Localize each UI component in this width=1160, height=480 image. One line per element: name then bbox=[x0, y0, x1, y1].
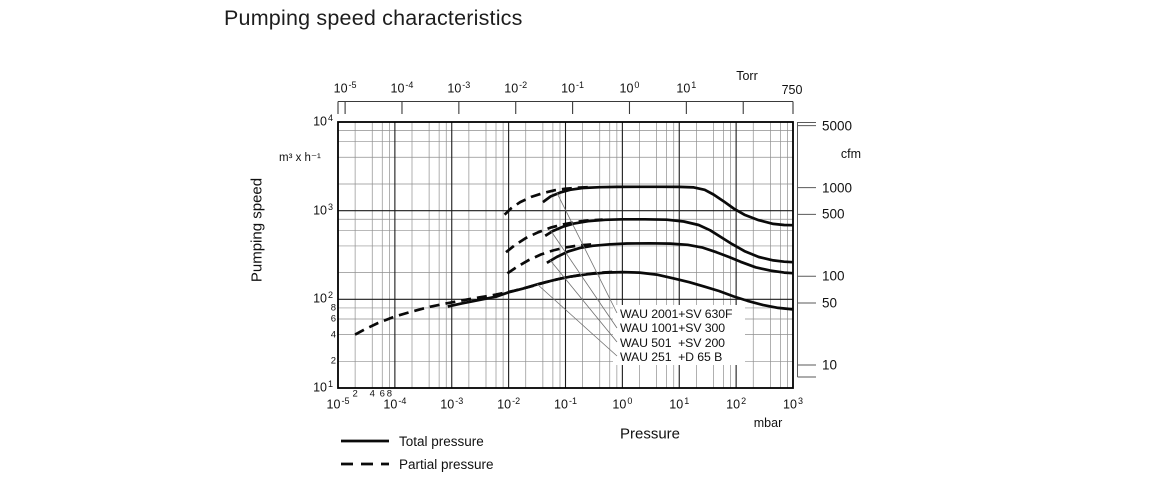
x-axis-minor-tick-label: 4 bbox=[369, 388, 375, 400]
x-axis-minor-tick-label: 6 bbox=[379, 388, 385, 400]
x-axis-tick-label: 103 bbox=[783, 396, 803, 412]
legend-item-total-pressure: Total pressure bbox=[341, 433, 484, 449]
legend-label: Total pressure bbox=[399, 433, 484, 449]
x-axis-minor-tick-label: 2 bbox=[352, 388, 358, 400]
solid-line-swatch bbox=[341, 439, 389, 443]
torr-axis-tick-label: 10-5 bbox=[333, 80, 357, 96]
x-axis-tick-label: 100 bbox=[612, 396, 633, 412]
y-axis-minor-tick-label: 8 bbox=[330, 302, 336, 314]
top-axis-end-tick-label: 750 bbox=[781, 83, 803, 97]
x-axis-tick-label: 10-1 bbox=[554, 396, 577, 412]
x-axis-title: Pressure bbox=[619, 425, 681, 443]
y-axis-title: Pumping speed bbox=[248, 177, 266, 283]
x-axis-tick-label: 102 bbox=[726, 396, 747, 412]
y-axis-minor-tick-label: 4 bbox=[330, 328, 336, 340]
curve-wau-1001+sv-300-partial bbox=[505, 218, 603, 254]
y-axis-tick-label: 103 bbox=[313, 201, 333, 218]
curve-wau-251-+d-65-b-total bbox=[447, 270, 794, 311]
curve-label-leader-line bbox=[536, 283, 618, 357]
torr-axis-tick-label: 101 bbox=[676, 80, 697, 96]
torr-axis-tick-label: 10-4 bbox=[390, 80, 414, 96]
plot-frame bbox=[337, 121, 794, 389]
cfm-axis-tick-label: 500 bbox=[822, 206, 845, 222]
chart-title: Pumping speed characteristics bbox=[224, 6, 523, 30]
y-axis-minor-tick-label: 6 bbox=[330, 313, 336, 325]
curve-wau-1001+sv-300-total bbox=[544, 217, 794, 264]
curve-label: WAU 1001+SV 300 bbox=[620, 320, 726, 335]
torr-axis-tick-label: 10-1 bbox=[561, 80, 585, 96]
top-axis-unit: Torr bbox=[736, 69, 758, 83]
curve-label: WAU 251 +D 65 B bbox=[620, 349, 723, 364]
x-axis-tick-label: 10-5 bbox=[326, 396, 350, 412]
curve-wau-2001+sv-630f-total bbox=[542, 185, 794, 227]
y-axis-unit: m³ x h⁻¹ bbox=[279, 152, 321, 164]
curve-wau-251-+d-65-b-partial bbox=[354, 270, 614, 336]
curve-label-leader-line bbox=[549, 259, 618, 343]
curve-wau-501-+sv-200-total bbox=[546, 241, 794, 275]
curve-label: WAU 501 +SV 200 bbox=[620, 335, 725, 350]
torr-axis-tick-label: 10-3 bbox=[447, 80, 471, 96]
x-axis-tick-label: 101 bbox=[669, 396, 690, 412]
cfm-axis-tick-label: 10 bbox=[822, 357, 838, 373]
y-axis-tick-label: 101 bbox=[313, 379, 333, 395]
x-axis-tick-label: 10-3 bbox=[440, 396, 464, 412]
torr-axis-tick-label: 10-2 bbox=[504, 80, 528, 96]
legend-item-partial-pressure: Partial pressure bbox=[341, 456, 494, 472]
cfm-axis-tick-label: 100 bbox=[822, 268, 845, 284]
x-axis-unit: mbar bbox=[753, 416, 783, 430]
legend-label: Partial pressure bbox=[399, 456, 494, 472]
x-axis-tick-label: 10-2 bbox=[497, 396, 521, 412]
dashed-line-swatch bbox=[341, 462, 389, 466]
cfm-axis-tick-label: 50 bbox=[822, 295, 838, 311]
x-axis-minor-tick-label: 8 bbox=[386, 388, 393, 400]
cfm-axis-tick-label: 1000 bbox=[822, 179, 853, 195]
x-axis-tick-label: 10-4 bbox=[383, 396, 407, 412]
right-axis-unit: cfm bbox=[840, 147, 862, 161]
curve-label-leader-line bbox=[556, 192, 618, 314]
y-axis-tick-label: 102 bbox=[313, 290, 333, 306]
torr-axis-tick-label: 100 bbox=[619, 80, 640, 96]
y-axis-tick-label: 104 bbox=[313, 113, 333, 129]
curve-label: WAU 2001+SV 630F bbox=[620, 306, 733, 321]
y-axis-minor-tick-label: 2 bbox=[330, 355, 336, 367]
curve-label-leader-line bbox=[550, 230, 618, 329]
cfm-axis-tick-label: 5000 bbox=[822, 117, 853, 133]
curve-label-box bbox=[613, 305, 745, 365]
